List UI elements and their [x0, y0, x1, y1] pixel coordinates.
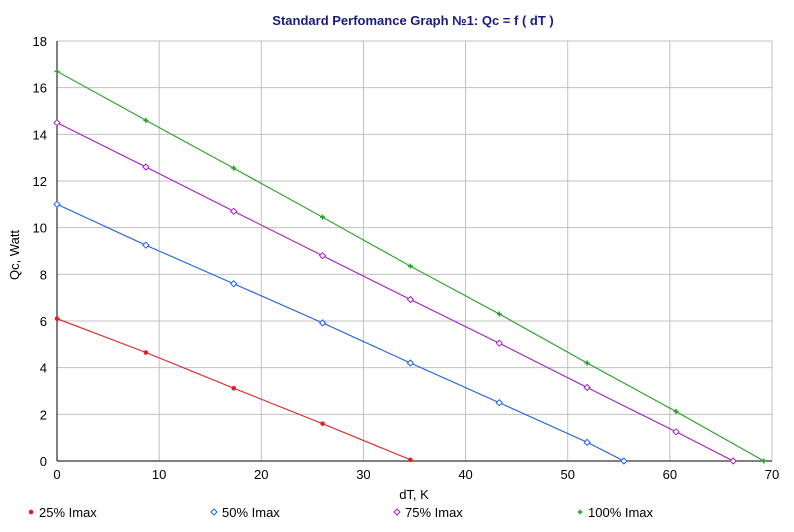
data-point [584, 360, 590, 366]
y-tick-label: 14 [33, 127, 47, 142]
legend-marker [210, 508, 218, 516]
data-point [495, 398, 503, 407]
data-point [229, 279, 238, 288]
data-point [407, 263, 413, 269]
data-point [53, 118, 61, 127]
x-tick-label: 50 [560, 467, 574, 482]
x-tick-label: 70 [765, 467, 779, 482]
data-point [54, 68, 60, 74]
x-tick-label: 10 [152, 467, 166, 482]
legend-marker [28, 509, 34, 515]
y-tick-label: 6 [40, 314, 47, 329]
chart-title: Standard Perfomance Graph №1: Qc = f ( d… [272, 13, 553, 28]
legend-item: 50% Imax [210, 505, 280, 520]
series-line [56, 122, 734, 462]
data-point [673, 409, 679, 415]
data-point [496, 311, 502, 317]
data-point [406, 359, 415, 367]
data-point [320, 214, 326, 220]
grid [57, 40, 773, 461]
data-point [53, 200, 61, 209]
axes [56, 41, 772, 462]
x-axis-label: dT, K [399, 487, 429, 502]
y-tick-label: 16 [33, 81, 47, 96]
data-point [318, 251, 327, 260]
x-tick-label: 20 [254, 467, 268, 482]
legend-marker [577, 509, 583, 515]
legend-label: 100% Imax [588, 505, 654, 520]
series-3 [53, 118, 737, 465]
data-point [143, 350, 149, 355]
series-4 [54, 68, 767, 464]
legend-label: 25% Imax [39, 505, 97, 520]
series-group [53, 68, 767, 465]
data-point [54, 316, 60, 321]
data-point [583, 438, 591, 447]
y-tick-label: 2 [40, 407, 47, 422]
y-tick-label: 10 [33, 221, 47, 236]
legend-item: 100% Imax [577, 505, 654, 520]
legend-label: 50% Imax [222, 505, 280, 520]
x-tick-label: 40 [458, 467, 472, 482]
y-tick-label: 8 [40, 267, 47, 282]
legend-item: 25% Imax [28, 505, 97, 520]
data-point [406, 295, 415, 304]
data-point [229, 207, 238, 216]
data-point [495, 339, 503, 347]
x-tick-label: 0 [53, 467, 60, 482]
data-point [583, 383, 591, 392]
y-tick-label: 18 [33, 34, 47, 49]
series-1 [54, 316, 413, 463]
data-point [142, 163, 150, 171]
data-point [761, 458, 767, 464]
y-tick-label: 0 [40, 454, 47, 469]
data-point [318, 319, 327, 327]
data-point [231, 165, 237, 171]
y-axis-label: Qc, Watt [7, 230, 22, 280]
data-point [408, 457, 413, 463]
legend-item: 75% Imax [393, 505, 463, 520]
y-tick-label: 4 [40, 361, 47, 376]
y-tick-label: 12 [33, 174, 47, 189]
data-point [231, 385, 237, 391]
data-point [620, 457, 628, 465]
data-point [320, 421, 325, 426]
data-point [729, 457, 737, 465]
data-point [143, 117, 149, 123]
legend: 25% Imax 50% Imax 75% Imax 100% Imax [28, 505, 654, 520]
x-tick-label: 60 [663, 467, 677, 482]
data-point [142, 241, 150, 249]
legend-marker [393, 508, 401, 516]
tick-labels: 0 10 20 30 40 50 60 70 0 2 4 6 8 10 12 14 16 18 [33, 34, 780, 482]
series-2 [53, 200, 628, 465]
x-tick-label: 30 [356, 467, 370, 482]
data-point [672, 428, 680, 436]
series-line [56, 203, 625, 462]
legend-label: 75% Imax [405, 505, 463, 520]
